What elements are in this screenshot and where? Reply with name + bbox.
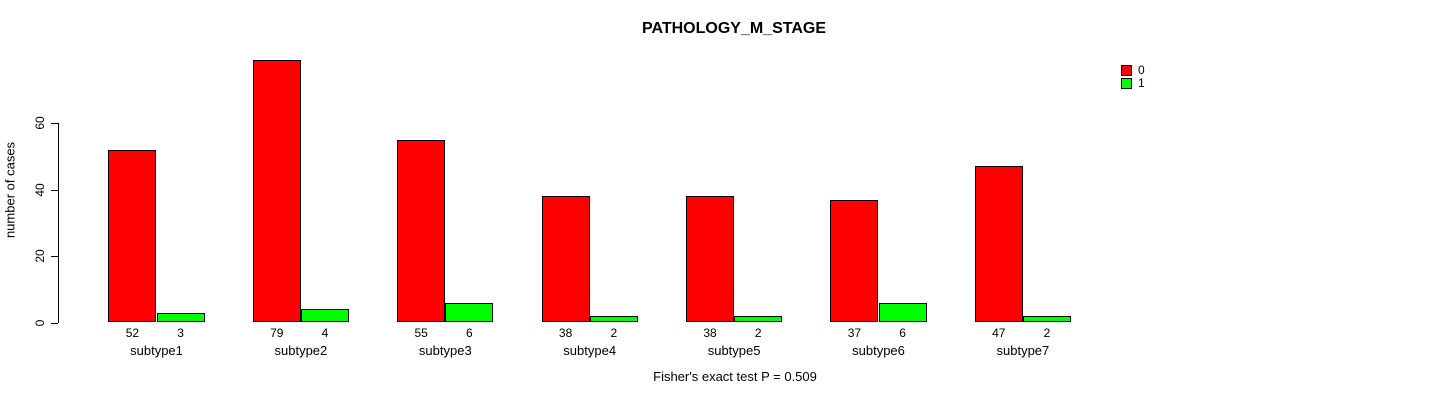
bar-1-subtype1	[156, 312, 205, 323]
bar-1-subtype3	[445, 302, 494, 323]
bar-value-label: 52	[125, 326, 140, 340]
bar-value-label: 38	[558, 326, 573, 340]
y-axis-tick	[50, 123, 58, 125]
bar-0-subtype7	[974, 166, 1023, 323]
fisher-test-note: Fisher's exact test P = 0.509	[653, 369, 817, 384]
bar-0-subtype4	[541, 196, 590, 323]
legend-label-0: 0	[1138, 63, 1145, 77]
bar-value-label: 6	[466, 326, 473, 340]
legend-item-1: 1	[1121, 77, 1145, 89]
bar-0-subtype5	[685, 196, 735, 323]
y-axis-tick	[50, 256, 58, 258]
bar-value-label: 3	[177, 326, 184, 340]
bar-value-label: 2	[754, 326, 762, 340]
y-axis-tick-label: 20	[33, 249, 47, 263]
legend-swatch-red-icon	[1121, 64, 1132, 76]
bar-1-subtype7	[1022, 315, 1072, 323]
bar-value-label: 2	[1043, 326, 1051, 340]
bar-value-label: 79	[270, 326, 284, 340]
bar-value-label: 38	[703, 326, 717, 340]
bar-value-label: 2	[610, 326, 618, 340]
y-axis-tick-label: 60	[33, 116, 47, 130]
legend: 0 1	[1121, 64, 1145, 90]
y-axis-label: number of cases	[2, 141, 18, 239]
bar-0-subtype1	[108, 149, 157, 323]
category-label: subtype4	[563, 343, 617, 358]
bar-1-subtype6	[878, 302, 927, 323]
legend-label-1: 1	[1138, 76, 1145, 90]
y-axis-tick-label: 0	[33, 319, 47, 326]
category-label: subtype6	[852, 343, 905, 358]
bar-0-subtype6	[830, 199, 879, 323]
bar-value-label: 55	[414, 326, 428, 340]
category-label: subtype2	[274, 343, 328, 358]
bar-1-subtype2	[300, 309, 350, 323]
y-axis-tick	[50, 189, 58, 191]
bar-value-label: 47	[992, 326, 1006, 340]
bar-value-label: 4	[321, 326, 329, 340]
y-axis-line	[57, 123, 59, 324]
legend-item-0: 0	[1121, 64, 1145, 76]
bar-1-subtype4	[589, 315, 638, 323]
bar-0-subtype2	[252, 60, 301, 323]
legend-swatch-green-icon	[1121, 77, 1132, 89]
category-label: subtype1	[130, 343, 183, 358]
category-label: subtype7	[996, 343, 1050, 358]
y-axis-tick-label: 40	[33, 183, 47, 197]
category-label: subtype3	[418, 343, 472, 358]
chart-title: PATHOLOGY_M_STAGE	[641, 20, 827, 37]
bar-0-subtype3	[397, 139, 446, 323]
bar-1-subtype5	[734, 315, 783, 323]
bar-value-label: 6	[899, 326, 906, 340]
y-axis-tick	[50, 322, 58, 324]
bar-value-label: 37	[847, 326, 862, 340]
category-label: subtype5	[707, 343, 761, 358]
